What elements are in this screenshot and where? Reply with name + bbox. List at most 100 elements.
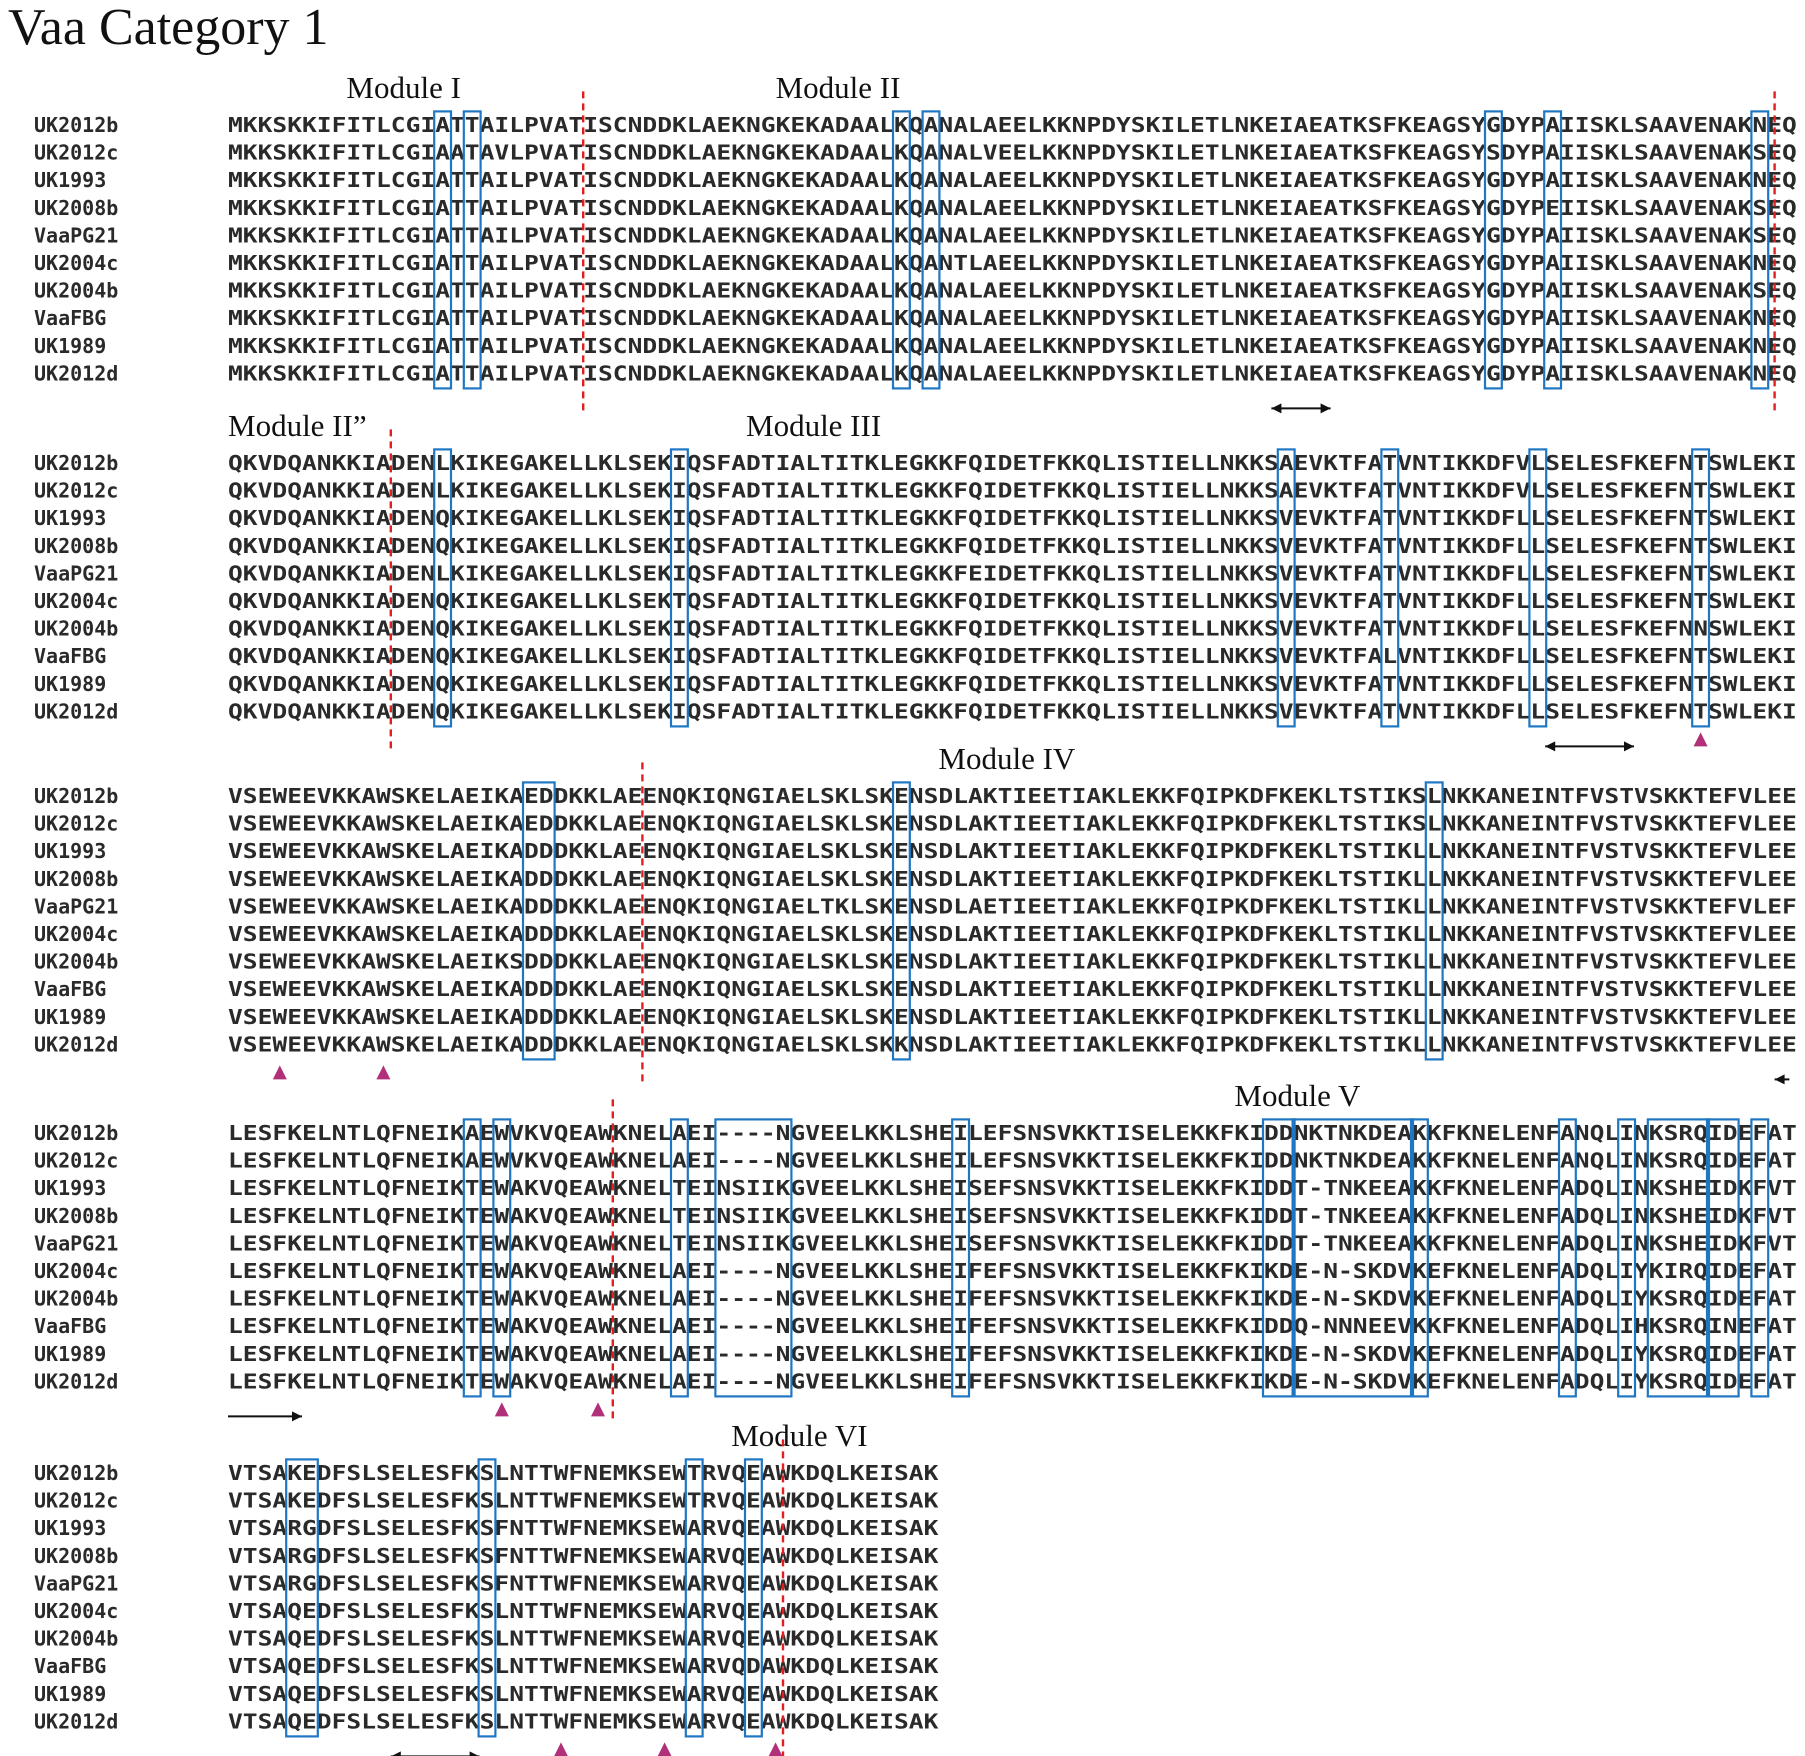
arrow-head-left: [1774, 1074, 1785, 1085]
row-label: UK1989: [34, 334, 106, 358]
row-label: VaaPG21: [34, 223, 118, 247]
row-label: VaaPG21: [34, 1571, 118, 1595]
sequence-row: VTSAQEDFSLSELESFKSLNTTWFNEMKSEWARVQEAWKD…: [228, 1599, 939, 1623]
highlight-box: [1483, 110, 1503, 390]
highlight-box: [1261, 1118, 1296, 1398]
highlight-box: [462, 1118, 482, 1398]
sequence-row: MKKSKKIFITLCGIATTAILPVATISCNDDKLAEKNGKEK…: [228, 196, 1797, 220]
marker-triangle: [494, 1402, 509, 1417]
row-label: UK2004b: [34, 617, 118, 641]
row-label: UK2012d: [34, 361, 118, 385]
row-label: UK1989: [34, 1682, 106, 1706]
highlight-box: [1705, 1118, 1740, 1398]
sequence-row: VSEWEEVKKAWSKELAEIKADDDKKLAEENQKIQNGIAEL…: [228, 977, 1797, 1001]
row-label: UK2012c: [34, 1149, 118, 1173]
module-label: Module II”: [228, 408, 367, 443]
row-label: UK2004b: [34, 279, 118, 303]
highlight-box: [433, 448, 453, 728]
sequence-row: MKKSKKIFITLCGIATTAILPVATISCNDDKLAEKNGKEK…: [228, 251, 1797, 275]
sequence-row: VTSARGDFSLSELESFKSFNTTWFNEMKSEWARVQEAWKD…: [228, 1516, 939, 1540]
row-label: UK2004c: [34, 589, 118, 613]
row-label: VaaPG21: [34, 1231, 118, 1255]
row-label: VaaPG21: [34, 561, 118, 585]
highlight-box: [1750, 1118, 1770, 1398]
highlight-box: [1276, 448, 1296, 728]
highlight-box: [521, 781, 556, 1061]
highlight-box: [285, 1458, 319, 1738]
marker-triangle: [768, 1742, 783, 1756]
row-label: UK2012c: [34, 141, 118, 165]
sequence-row: MKKSKKIFITLCGIATTAILPVATISCNDDKLAEKNGKEK…: [228, 306, 1797, 330]
module-label: Module IV: [938, 741, 1076, 776]
sequence-row: VTSARGDFSLSELESFKSFNTTWFNEMKSEWARVQEAWKD…: [228, 1544, 939, 1568]
highlight-box: [1617, 1118, 1637, 1398]
row-label: UK1993: [34, 839, 106, 863]
arrow-head-left: [1545, 741, 1556, 752]
row-label: UK2012c: [34, 479, 118, 503]
arrow-head-right: [1320, 403, 1331, 414]
sequence-row: QKVDQANKKIADENLKIKEGAKELLKLSEKIQSFADTIAL…: [228, 561, 1797, 585]
row-label: UK2012b: [34, 784, 118, 808]
highlight-box: [891, 781, 911, 1061]
sequence-row: QKVDQANKKIADENLKIKEGAKELLKLSEKIQSFADTIAL…: [228, 479, 1797, 503]
module-label: Module III: [746, 408, 881, 443]
highlight-box: [1409, 1118, 1429, 1398]
highlight-box: [891, 110, 911, 390]
row-label: UK1989: [34, 672, 106, 696]
highlight-box: [1380, 448, 1400, 728]
sequence-row: VSEWEEVKKAWSKELAEIKADDDKKLAEENQKIQNGIAEL…: [228, 1005, 1797, 1029]
sequence-row: MKKSKKIFITLCGIATTAILPVATISCNDDKLAEKNGKEK…: [228, 223, 1797, 247]
marker-triangle: [591, 1402, 605, 1417]
highlight-box: [1528, 448, 1548, 728]
sequence-row: LESFKELNTLQFNEIKAEWVKVQEAWKNELAEI----NGV…: [228, 1149, 1797, 1173]
sequence-row: QKVDQANKKIADENQKIKEGAKELLKLSEKIQSFADTIAL…: [228, 617, 1797, 641]
row-label: UK2012d: [34, 1032, 118, 1056]
sequence-row: QKVDQANKKIADENQKIKEGAKELLKLSEKIQSFADTIAL…: [228, 672, 1797, 696]
sequence-row: LESFKELNTLQFNEIKTEWAKVQEAWKNELAEI----NGV…: [228, 1342, 1797, 1366]
row-label: UK2004c: [34, 251, 118, 275]
row-label: VaaFBG: [34, 1314, 106, 1338]
highlight-box: [669, 448, 689, 728]
row-label: UK2012c: [34, 1489, 118, 1513]
sequence-row: MKKSKKIFITLCGIATTAILPVATISCNDDKLAEKNGKEK…: [228, 361, 1797, 385]
sequence-row: QKVDQANKKIADENLKIKEGAKELLKLSEKIQSFADTIAL…: [228, 451, 1797, 475]
row-label: UK2004c: [34, 1599, 118, 1623]
marker-triangle: [376, 1065, 391, 1080]
sequence-row: VSEWEEVKKAWSKELAEIKADDDKKLAEENQKIQNGIAEL…: [228, 894, 1797, 918]
sequence-row: MKKSKKIFITLCGIATTAILPVATISCNDDKLAEKNGKEK…: [228, 113, 1797, 137]
highlight-box: [1557, 1118, 1577, 1398]
sequence-row: LESFKELNTLQFNEIKTEWAKVQEAWKNELAEI----NGV…: [228, 1287, 1797, 1311]
highlight-box: [1691, 448, 1711, 728]
row-label: UK2012b: [34, 1461, 118, 1485]
row-label: UK2012d: [34, 1709, 118, 1733]
sequence-row: VTSAQEDFSLSELESFKSLNTTWFNEMKSEWARVQDAWKD…: [228, 1654, 939, 1678]
sequence-row: VSEWEEVKKAWSKELAEIKSDDDKKLAEENQKIQNGIAEL…: [228, 950, 1797, 974]
sequence-row: VSEWEEVKKAWSKELAEIKADDDKKLAEENQKIQNGIAEL…: [228, 867, 1797, 891]
row-label: UK2008b: [34, 196, 118, 220]
sequence-row: VSEWEEVKKAWSKELAEIKADDDKKLAEENQKIQNGIAEL…: [228, 839, 1797, 863]
row-label: UK1989: [34, 1342, 106, 1366]
row-label: UK2012d: [34, 699, 118, 723]
row-label: UK2012b: [34, 451, 118, 475]
sequence-row: QKVDQANKKIADENQKIKEGAKELLKLSEKIQSFADTIAL…: [228, 644, 1797, 668]
row-label: UK2012d: [34, 1369, 118, 1393]
row-label: UK2012b: [34, 1121, 118, 1145]
row-label: UK2004b: [34, 950, 118, 974]
sequence-row: LESFKELNTLQFNEIKAEWVKVQEAWKNELAEI----NGV…: [228, 1121, 1797, 1145]
highlight-box: [714, 1118, 793, 1398]
sequence-row: VTSAQEDFSLSELESFKSLNTTWFNEMKSEWARVQEAWKD…: [228, 1627, 939, 1651]
row-label: UK1993: [34, 1176, 106, 1200]
row-label: UK1993: [34, 168, 106, 192]
row-label: VaaPG21: [34, 894, 118, 918]
sequence-row: LESFKELNTLQFNEIKTEWAKVQEAWKNELTEINSIIKGV…: [228, 1176, 1797, 1200]
sequence-row: LESFKELNTLQFNEIKTEWAKVQEAWKNELTEINSIIKGV…: [228, 1204, 1797, 1228]
row-label: VaaFBG: [34, 1654, 106, 1678]
row-label: UK2004c: [34, 922, 118, 946]
sequence-row: VTSAQEDFSLSELESFKSLNTTWFNEMKSEWARVQEAWKD…: [228, 1709, 939, 1733]
row-label: UK1989: [34, 1005, 106, 1029]
marker-triangle: [272, 1065, 287, 1080]
sequence-row: VSEWEEVKKAWSKELAEIKAEDDKKLAEENQKIQNGIAEL…: [228, 784, 1797, 808]
sequence-row: QKVDQANKKIADENQKIKEGAKELLKLSEKIQSFADTIAL…: [228, 699, 1797, 723]
sequence-row: VTSAQEDFSLSELESFKSLNTTWFNEMKSEWARVQEAWKD…: [228, 1682, 939, 1706]
